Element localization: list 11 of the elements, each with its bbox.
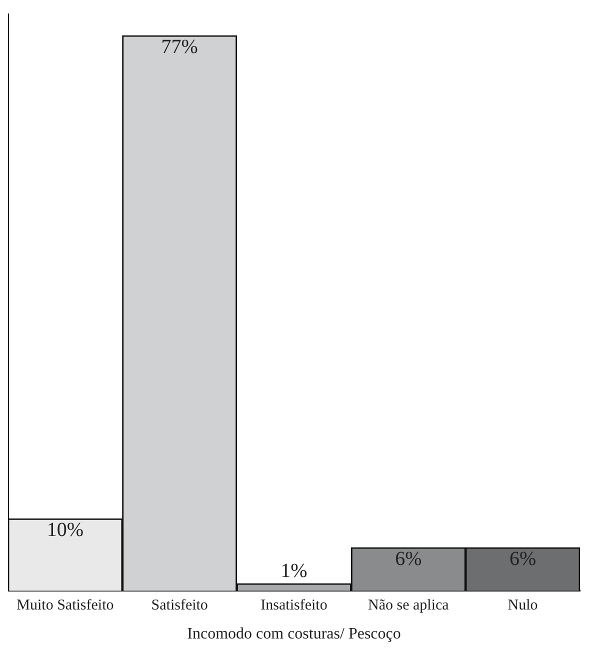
x-tick-label: Insatisfeito bbox=[260, 598, 328, 614]
data-label: 77% bbox=[161, 36, 198, 58]
data-label: 10% bbox=[46, 518, 84, 541]
data-label: 1% bbox=[280, 560, 308, 582]
data-label: 6% bbox=[509, 548, 536, 570]
x-axis-title: Incomodo com costuras/ Pescoço bbox=[187, 626, 401, 643]
x-tick-label: Satisfeito bbox=[151, 598, 208, 614]
x-tick-label: Muito Satisfeito bbox=[16, 598, 114, 614]
x-tick-label: Nulo bbox=[508, 598, 538, 614]
data-label: 6% bbox=[395, 548, 422, 570]
x-tick-label: Não se aplica bbox=[368, 598, 450, 614]
